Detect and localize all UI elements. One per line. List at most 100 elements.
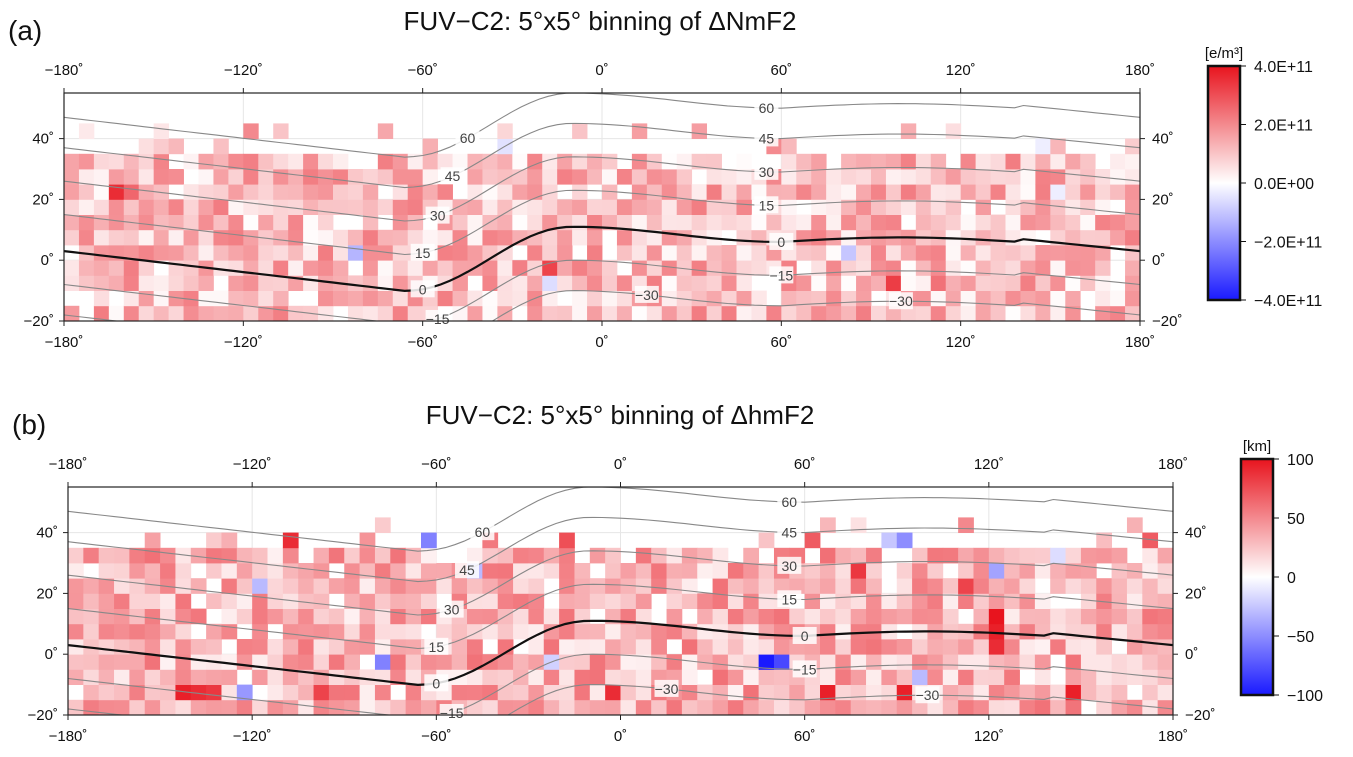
bin-cell <box>497 593 514 609</box>
bin-cell <box>318 260 334 276</box>
bin-cell <box>635 654 652 670</box>
bin-cell <box>542 169 558 185</box>
bin-cell <box>467 229 483 246</box>
bin-cell <box>927 608 944 625</box>
bin-cell <box>190 684 207 701</box>
bin-cell <box>405 563 422 579</box>
bin-cell <box>236 699 253 716</box>
bin-cell <box>527 275 543 291</box>
y-tick-label-right: 20˚ <box>1185 585 1207 602</box>
bin-cell <box>866 654 882 670</box>
bin-cell <box>1080 684 1097 701</box>
bin-cell <box>243 184 259 200</box>
bin-cell <box>437 260 453 276</box>
bin-cell <box>712 547 729 564</box>
bin-cell <box>452 290 468 307</box>
bin-cell <box>885 169 902 185</box>
bin-cell <box>198 290 214 307</box>
bin-cell <box>973 608 990 625</box>
bin-cell <box>820 639 836 655</box>
bin-cell <box>651 639 667 655</box>
bin-cell <box>138 138 155 155</box>
bin-cell <box>574 593 591 609</box>
bin-cell <box>93 184 110 200</box>
contour-label-bg <box>654 679 679 697</box>
bin-cell <box>896 684 913 701</box>
bin-cell <box>183 184 199 200</box>
bin-cell <box>228 305 244 322</box>
bin-cell <box>676 305 693 322</box>
bin-cell <box>811 290 827 307</box>
bin-cell <box>1095 229 1111 246</box>
bin-cell <box>78 214 95 231</box>
bin-cell <box>422 153 439 170</box>
bin-cell <box>1095 290 1111 307</box>
bin-cell <box>452 245 468 261</box>
bin-cell <box>850 669 867 685</box>
bin-cell <box>796 169 812 185</box>
bin-cell <box>543 669 560 685</box>
bin-cell <box>78 123 95 139</box>
bin-cell <box>587 290 603 307</box>
contour-label: −15 <box>426 311 450 327</box>
bin-cell <box>1020 153 1036 170</box>
bin-cell <box>896 578 913 594</box>
contour-label: 45 <box>445 168 461 184</box>
bin-cell <box>273 169 289 185</box>
bin-cell <box>243 290 259 307</box>
bin-cell <box>1095 214 1111 231</box>
bin-cell <box>175 593 192 609</box>
bin-cell <box>1005 229 1021 246</box>
bin-cell <box>676 153 693 170</box>
bin-cell <box>1035 199 1051 215</box>
bin-cell <box>743 639 760 655</box>
bin-cell <box>885 153 902 170</box>
bin-cell <box>988 699 1005 716</box>
bin-cell <box>930 153 947 170</box>
bin-cell <box>213 245 229 261</box>
bin-cell <box>405 608 422 625</box>
bin-cell <box>736 275 752 291</box>
bin-cell <box>347 290 364 307</box>
bin-cell <box>482 593 499 609</box>
bin-cell <box>144 623 161 640</box>
bin-cell <box>1004 684 1020 701</box>
bin-cell <box>820 563 836 579</box>
bin-cell <box>706 290 722 307</box>
bin-cell <box>676 245 693 261</box>
bin-cell <box>160 547 176 564</box>
bin-cell <box>635 593 652 609</box>
y-tick-label-right: −20˚ <box>1185 707 1215 724</box>
bin-cell <box>912 608 928 625</box>
bin-cell <box>390 669 407 685</box>
bin-cell <box>912 563 928 579</box>
bin-cell <box>153 290 170 307</box>
bin-cell <box>651 547 667 564</box>
bin-cell <box>826 305 842 322</box>
bin-cell <box>98 563 115 579</box>
contour-label: 30 <box>759 164 775 180</box>
bin-cell <box>841 305 857 322</box>
contour-label-bg <box>455 129 480 147</box>
bin-cell <box>743 547 760 564</box>
bin-cell <box>114 684 130 701</box>
bin-cell <box>1019 639 1036 655</box>
bin-cell <box>513 608 529 625</box>
bin-cell <box>975 275 991 291</box>
x-tick-label-bottom: 60˚ <box>794 728 816 745</box>
panel-label: (b) <box>12 409 46 440</box>
bin-cell <box>1065 199 1081 215</box>
bin-cell <box>572 305 588 322</box>
bin-cell <box>144 669 161 685</box>
bin-cell <box>123 305 140 322</box>
bin-cell <box>482 305 498 322</box>
bin-cell <box>743 593 760 609</box>
bin-cell <box>706 184 722 200</box>
bin-cell <box>958 639 974 655</box>
bin-cell <box>896 532 913 549</box>
bin-cell <box>666 608 683 625</box>
bin-cell <box>108 229 125 246</box>
bin-cell <box>206 563 222 579</box>
